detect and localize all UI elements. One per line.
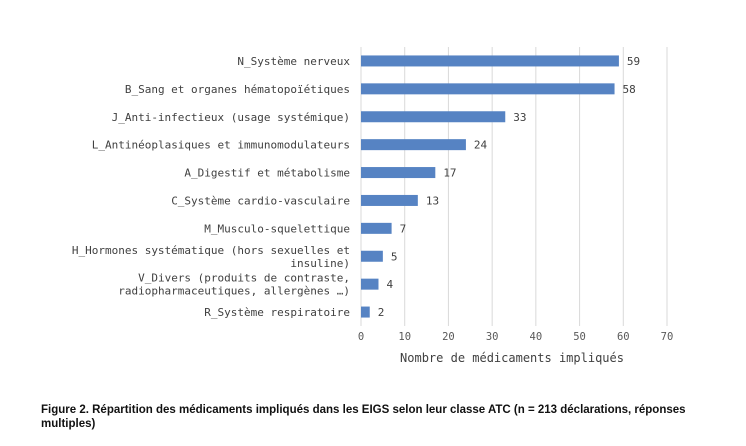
x-axis-title: Nombre de médicaments impliqués [400,351,624,365]
category-label: J_Anti-infectieux (usage systémique) [112,111,350,124]
x-tick-label: 20 [442,331,455,343]
category-label: A_Digestif et métabolisme [184,167,350,180]
category-labels: N_Système nerveux B_Sang et organes hémat… [72,55,351,319]
category-label: R_Système respiratoire [204,306,350,319]
category-label: insuline) [290,257,350,270]
x-tick-label: 0 [358,331,364,343]
x-axis-ticks: 0 10 20 30 40 50 60 70 [358,331,673,343]
value-label: 24 [474,139,488,152]
bar [361,83,615,95]
category-label: L_Antinéoplasiques et immunomodulateurs [92,139,350,152]
value-label: 4 [386,278,393,291]
bar [361,55,619,67]
bar [361,111,506,123]
value-label: 13 [426,194,439,207]
bar [361,194,418,206]
value-label: 5 [391,250,398,263]
value-label: 7 [400,222,407,235]
category-label: C_Système cardio-vasculaire [171,194,350,207]
bar [361,167,436,179]
category-label: radiopharmaceutiques, allergènes …) [118,285,350,298]
x-tick-label: 30 [486,331,499,343]
x-tick-label: 40 [530,331,543,343]
bar [361,222,392,234]
value-labels: 59 58 33 24 17 13 7 5 4 2 [378,55,640,319]
value-label: 58 [623,83,636,96]
value-label: 33 [513,111,526,124]
category-label: V_Divers (produits de contraste, [138,272,350,285]
bar [361,278,379,290]
value-label: 59 [627,55,640,68]
bar [361,306,370,318]
value-label: 2 [378,306,385,319]
value-label: 17 [443,167,456,180]
bar-chart: N_Système nerveux B_Sang et organes hémat… [72,47,673,365]
category-label: N_Système nerveux [237,55,350,68]
category-label: H_Hormones systématique (hors sexuelles … [72,244,350,257]
x-tick-label: 70 [661,331,674,343]
x-tick-label: 60 [617,331,630,343]
category-label: B_Sang et organes hématopoïétiques [125,83,350,96]
bars [361,55,619,318]
figure-caption: Figure 2. Répartition des médicaments im… [41,404,686,430]
bar [361,250,383,262]
x-tick-label: 10 [398,331,411,343]
x-tick-label: 50 [573,331,586,343]
category-label: M_Musculo-squelettique [204,222,350,235]
bar [361,139,466,151]
